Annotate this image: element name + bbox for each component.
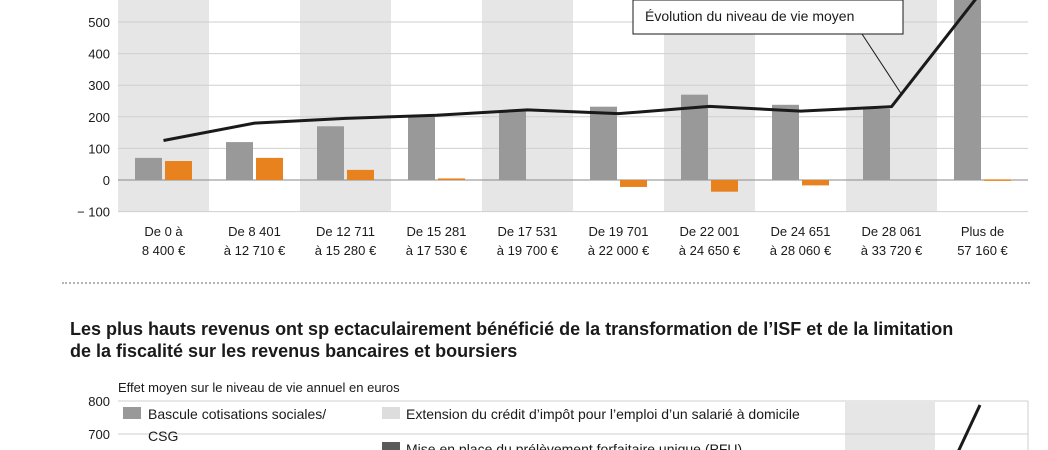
column-band-2: [300, 0, 391, 212]
category-label-1: De 8 401 à 12 710 €: [224, 224, 286, 258]
category-label-9: Plus de 57 160 €: [957, 224, 1008, 258]
bar-grey-2: [317, 126, 344, 180]
category-label-8: De 28 061 à 33 720 €: [861, 224, 923, 258]
callout-text: Évolution du niveau de vie moyen: [645, 8, 854, 24]
chart1-bars: [135, 0, 1011, 192]
bar-orange-2: [347, 169, 374, 180]
bar-grey-7: [772, 104, 799, 180]
y-tick-label-5: 0: [103, 173, 110, 188]
chart2-title-line-2: de la fiscalité sur les revenus bancaire…: [70, 341, 518, 361]
chart1-line: [163, 0, 977, 142]
y-tick-label-4: 100: [88, 141, 110, 156]
chart2-title-line-1: Les plus hauts revenus ont sp ectaculair…: [70, 319, 954, 339]
bar-orange-0: [165, 161, 192, 180]
category-label-5: De 19 701 à 22 000 €: [588, 224, 650, 258]
legend-swatch-pfu: [382, 442, 400, 450]
category-label-6: De 22 001 à 24 650 €: [679, 224, 741, 258]
callout-pointer: [861, 33, 903, 96]
y-tick-label-2: 300: [88, 78, 110, 93]
y-tick-label-3: 200: [88, 110, 110, 125]
bar-orange-1: [256, 157, 283, 180]
legend-label-bascule: Bascule cotisations sociales/: [148, 406, 326, 422]
chart2-y-tick-800: 800: [88, 394, 110, 409]
category-label-7: De 24 651 à 28 060 €: [770, 224, 832, 258]
bar-grey-0: [135, 157, 162, 180]
y-tick-label-0: 500: [88, 15, 110, 30]
legend-swatch-credit-impot: [382, 407, 400, 419]
bar-grey-3: [408, 116, 435, 180]
y-tick-label-1: 400: [88, 47, 110, 62]
section-divider: [62, 282, 1030, 284]
chart2-title: Les plus hauts revenus ont sp ectaculair…: [70, 318, 1045, 362]
bar-grey-9: [954, 0, 981, 180]
legend-label-pfu: Mise en place du prélèvement forfaitaire…: [406, 441, 742, 450]
bar-orange-7: [802, 180, 829, 186]
bar-orange-3: [438, 178, 465, 180]
bar-grey-1: [226, 142, 253, 180]
category-label-3: De 15 281 à 17 530 €: [406, 224, 468, 258]
bar-grey-8: [863, 108, 890, 180]
y-tick-label-6: − 100: [77, 205, 110, 220]
bar-grey-4: [499, 111, 526, 180]
bar-orange-5: [620, 180, 647, 187]
bar-grey-5: [590, 106, 617, 180]
bar-orange-9: [984, 179, 1011, 181]
category-label-4: De 17 531 à 19 700 €: [497, 224, 559, 258]
chart2-series-line: [957, 404, 982, 450]
column-band-0: [118, 0, 209, 212]
legend-label-bascule-line2: CSG: [148, 428, 178, 444]
chart1-callout: Évolution du niveau de vie moyen: [632, 0, 904, 96]
legend-swatch-bascule: [123, 407, 141, 419]
chart1-y-tick-labels: 500 400 300 200 100 0 − 100: [77, 15, 110, 220]
legend-label-credit-impot: Extension du crédit d’impôt pour l’emplo…: [406, 406, 800, 422]
callout-box: [632, 0, 904, 35]
column-band-4: [482, 0, 573, 212]
chart2-y-axis-label: Effet moyen sur le niveau de vie annuel …: [118, 380, 400, 395]
category-label-2: De 12 711 à 15 280 €: [315, 224, 377, 258]
chart2-band: [845, 402, 935, 450]
chart2-y-tick-700: 700: [88, 427, 110, 442]
series-line-niveau-de-vie: [163, 0, 977, 142]
chart-transformation-isf: Effet moyen sur le niveau de vie annuel …: [88, 380, 1029, 450]
bar-orange-6: [711, 180, 738, 192]
